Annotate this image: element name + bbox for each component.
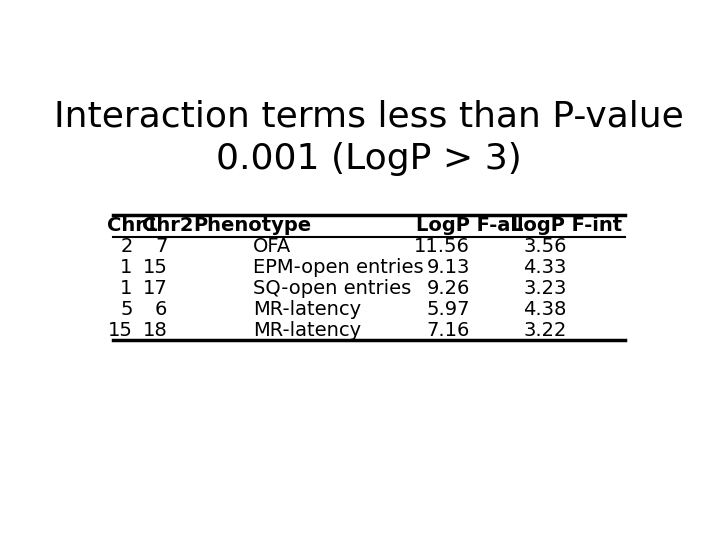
Text: 11.56: 11.56 <box>414 238 469 256</box>
Text: 17: 17 <box>143 279 168 298</box>
Text: Chr2: Chr2 <box>142 216 193 235</box>
Text: 0.001 (LogP > 3): 0.001 (LogP > 3) <box>216 142 522 176</box>
Text: 3.22: 3.22 <box>523 321 567 340</box>
Text: Chr1: Chr1 <box>107 216 158 235</box>
Text: LogP F-all: LogP F-all <box>416 216 523 235</box>
Text: OFA: OFA <box>253 238 291 256</box>
Text: MR-latency: MR-latency <box>253 321 361 340</box>
Text: Interaction terms less than P-value: Interaction terms less than P-value <box>54 99 684 133</box>
Text: 2: 2 <box>120 238 132 256</box>
Text: 3.56: 3.56 <box>523 238 567 256</box>
Text: SQ-open entries: SQ-open entries <box>253 279 411 298</box>
Text: LogP F-int: LogP F-int <box>511 216 622 235</box>
Text: 7: 7 <box>155 238 168 256</box>
Text: 6: 6 <box>155 300 168 319</box>
Text: 1: 1 <box>120 258 132 277</box>
Text: 5: 5 <box>120 300 132 319</box>
Text: 4.33: 4.33 <box>523 258 567 277</box>
Text: 15: 15 <box>143 258 168 277</box>
Text: MR-latency: MR-latency <box>253 300 361 319</box>
Text: 15: 15 <box>108 321 132 340</box>
Text: 18: 18 <box>143 321 168 340</box>
Text: 7.16: 7.16 <box>426 321 469 340</box>
Text: 3.23: 3.23 <box>523 279 567 298</box>
Text: 9.26: 9.26 <box>426 279 469 298</box>
Text: 1: 1 <box>120 279 132 298</box>
Text: Phenotype: Phenotype <box>194 216 312 235</box>
Text: 4.38: 4.38 <box>523 300 567 319</box>
Text: 5.97: 5.97 <box>426 300 469 319</box>
Text: EPM-open entries: EPM-open entries <box>253 258 423 277</box>
Text: 9.13: 9.13 <box>426 258 469 277</box>
